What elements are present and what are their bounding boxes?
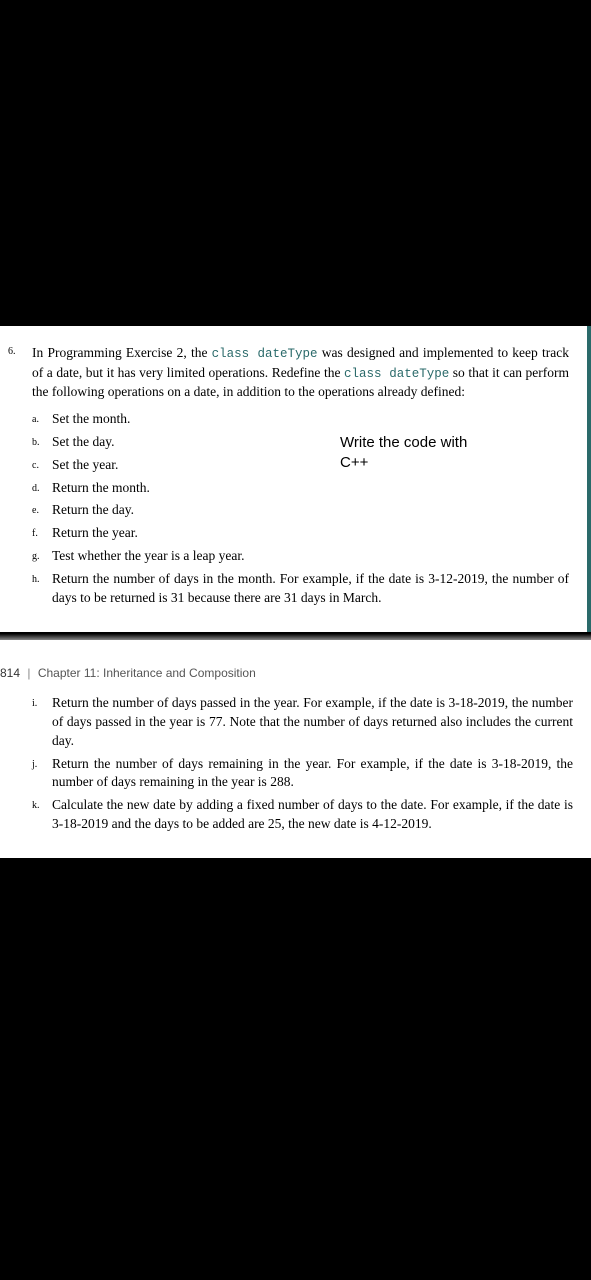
item-text: Test whether the year is a leap year.	[52, 547, 569, 566]
page-divider	[0, 632, 591, 640]
item-marker: a.	[32, 410, 52, 429]
item-marker: f.	[32, 524, 52, 543]
list-item: f.Return the year.	[32, 524, 569, 543]
item-text: Set the day.	[52, 433, 569, 452]
list-item: j.Return the number of days remaining in…	[32, 755, 573, 793]
item-text: Return the number of days passed in the …	[52, 694, 573, 751]
sub-list-top: a.Set the month. b.Set the day. c.Set th…	[32, 410, 569, 608]
question-intro: In Programming Exercise 2, the class dat…	[32, 344, 569, 402]
list-item: i.Return the number of days passed in th…	[32, 694, 573, 751]
page-content: 6. In Programming Exercise 2, the class …	[0, 326, 591, 858]
item-marker: g.	[32, 547, 52, 566]
item-text: Return the year.	[52, 524, 569, 543]
bottom-black-fill	[0, 858, 591, 1280]
item-marker: i.	[32, 694, 52, 751]
question-number: 6.	[8, 346, 16, 357]
annotation-line1: Write the code with	[340, 433, 467, 453]
item-marker: h.	[32, 570, 52, 608]
item-text: Set the month.	[52, 410, 569, 429]
list-item: k.Calculate the new date by adding a fix…	[32, 796, 573, 834]
list-item: a.Set the month.	[32, 410, 569, 429]
list-item: d.Return the month.	[32, 479, 569, 498]
header-separator: |	[27, 666, 30, 680]
annotation-line2: C++	[340, 453, 467, 473]
item-marker: c.	[32, 456, 52, 475]
user-annotation: Write the code with C++	[340, 433, 467, 474]
chapter-header: 814 | Chapter 11: Inheritance and Compos…	[0, 666, 573, 680]
list-item: b.Set the day.	[32, 433, 569, 452]
list-item: e.Return the day.	[32, 501, 569, 520]
item-marker: b.	[32, 433, 52, 452]
page-gap	[0, 640, 591, 666]
page-number: 814	[0, 666, 20, 680]
item-marker: j.	[32, 755, 52, 793]
list-item: c.Set the year.	[32, 456, 569, 475]
question-section-top: 6. In Programming Exercise 2, the class …	[0, 326, 591, 632]
item-text: Return the number of days in the month. …	[52, 570, 569, 608]
intro-text-1: In Programming Exercise 2, the	[32, 345, 212, 360]
item-text: Calculate the new date by adding a fixed…	[52, 796, 573, 834]
item-text: Return the month.	[52, 479, 569, 498]
item-text: Return the number of days remaining in t…	[52, 755, 573, 793]
item-text: Return the day.	[52, 501, 569, 520]
sub-list-bottom: i.Return the number of days passed in th…	[32, 694, 573, 834]
code-span-1: class dateType	[212, 347, 318, 361]
list-item: h.Return the number of days in the month…	[32, 570, 569, 608]
list-item: g.Test whether the year is a leap year.	[32, 547, 569, 566]
item-marker: e.	[32, 501, 52, 520]
item-marker: d.	[32, 479, 52, 498]
question-section-bottom: 814 | Chapter 11: Inheritance and Compos…	[0, 666, 591, 858]
chapter-title: Chapter 11: Inheritance and Composition	[38, 666, 256, 680]
item-text: Set the year.	[52, 456, 569, 475]
code-span-2: class dateType	[344, 367, 449, 381]
item-marker: k.	[32, 796, 52, 834]
